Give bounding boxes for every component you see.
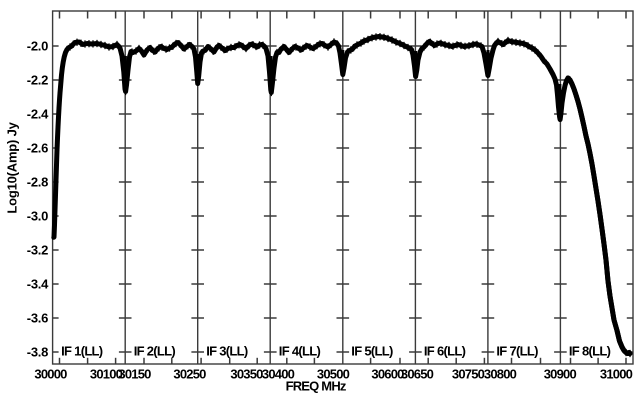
svg-text:-3.2: -3.2 xyxy=(27,243,48,258)
svg-text:-2.2: -2.2 xyxy=(27,73,48,88)
svg-text:IF 7(LL): IF 7(LL) xyxy=(496,344,538,359)
svg-text:-3.4: -3.4 xyxy=(27,277,49,292)
svg-text:IF 8(LL): IF 8(LL) xyxy=(569,344,611,359)
svg-text:IF 3(LL): IF 3(LL) xyxy=(206,344,248,359)
svg-text:30250: 30250 xyxy=(173,367,206,382)
svg-text:-2.4: -2.4 xyxy=(27,107,49,122)
svg-text:-2.8: -2.8 xyxy=(27,175,48,190)
svg-text:-3.6: -3.6 xyxy=(27,311,48,326)
svg-text:30150: 30150 xyxy=(118,367,151,382)
svg-text:-3.8: -3.8 xyxy=(27,345,48,360)
svg-text:FREQ MHz: FREQ MHz xyxy=(286,378,347,393)
svg-text:IF 2(LL): IF 2(LL) xyxy=(134,344,176,359)
svg-text:-2.6: -2.6 xyxy=(27,141,48,156)
svg-text:IF 4(LL): IF 4(LL) xyxy=(279,344,321,359)
svg-text:30800: 30800 xyxy=(484,367,517,382)
svg-text:30000: 30000 xyxy=(34,367,67,382)
svg-text:30100: 30100 xyxy=(90,367,123,382)
svg-text:IF 5(LL): IF 5(LL) xyxy=(351,344,393,359)
svg-text:30600: 30600 xyxy=(371,367,404,382)
svg-text:IF 1(LL): IF 1(LL) xyxy=(61,344,103,359)
svg-text:31000: 31000 xyxy=(600,367,633,382)
svg-text:30650: 30650 xyxy=(401,367,434,382)
svg-text:30750: 30750 xyxy=(452,367,485,382)
svg-text:-3.0: -3.0 xyxy=(27,209,48,224)
svg-text:Log10(Amp) Jy: Log10(Amp) Jy xyxy=(5,121,20,213)
svg-text:30400: 30400 xyxy=(262,367,295,382)
svg-text:30500: 30500 xyxy=(317,367,350,382)
svg-text:30350: 30350 xyxy=(230,367,263,382)
svg-text:IF 6(LL): IF 6(LL) xyxy=(424,344,466,359)
svg-text:30900: 30900 xyxy=(544,367,577,382)
svg-text:-2.0: -2.0 xyxy=(27,39,48,54)
